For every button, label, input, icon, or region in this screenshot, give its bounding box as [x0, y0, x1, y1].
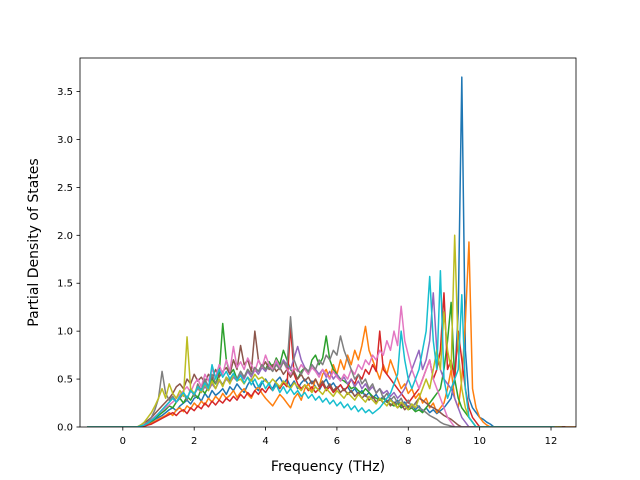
series-line-3	[87, 301, 566, 427]
y-axis-label: Partial Density of States	[26, 158, 42, 326]
series-line-7	[87, 305, 559, 427]
series-line-10	[87, 270, 555, 427]
x-tick-label: 0	[120, 436, 126, 447]
series-layer	[87, 76, 576, 427]
y-tick-label: 2.0	[57, 231, 73, 242]
series-line-9	[87, 234, 562, 427]
y-tick-label: 0.5	[57, 375, 73, 386]
y-tick-label: 3.5	[57, 87, 73, 98]
y-tick-label: 3.0	[57, 135, 73, 146]
x-axis: 0 2 4 6 8 10 12	[120, 427, 558, 447]
y-tick-label: 1.5	[57, 279, 73, 290]
y-tick-label: 2.5	[57, 183, 73, 194]
x-tick-label: 8	[405, 436, 411, 447]
y-tick-label: 1.0	[57, 327, 73, 338]
x-axis-label: Frequency (THz)	[271, 459, 385, 475]
x-tick-label: 6	[334, 436, 340, 447]
series-line-4	[87, 292, 566, 427]
y-axis: 0.0 0.5 1.0 1.5 2.0 2.5 3.0 3.5	[57, 87, 80, 434]
series-line-1	[87, 76, 576, 427]
plot-frame	[79, 57, 577, 428]
series-line-2	[87, 241, 576, 427]
x-tick-label: 12	[545, 436, 558, 447]
x-tick-label: 2	[191, 436, 197, 447]
x-tick-label: 4	[262, 436, 268, 447]
y-tick-label: 0.0	[57, 423, 73, 434]
x-tick-label: 10	[473, 436, 486, 447]
